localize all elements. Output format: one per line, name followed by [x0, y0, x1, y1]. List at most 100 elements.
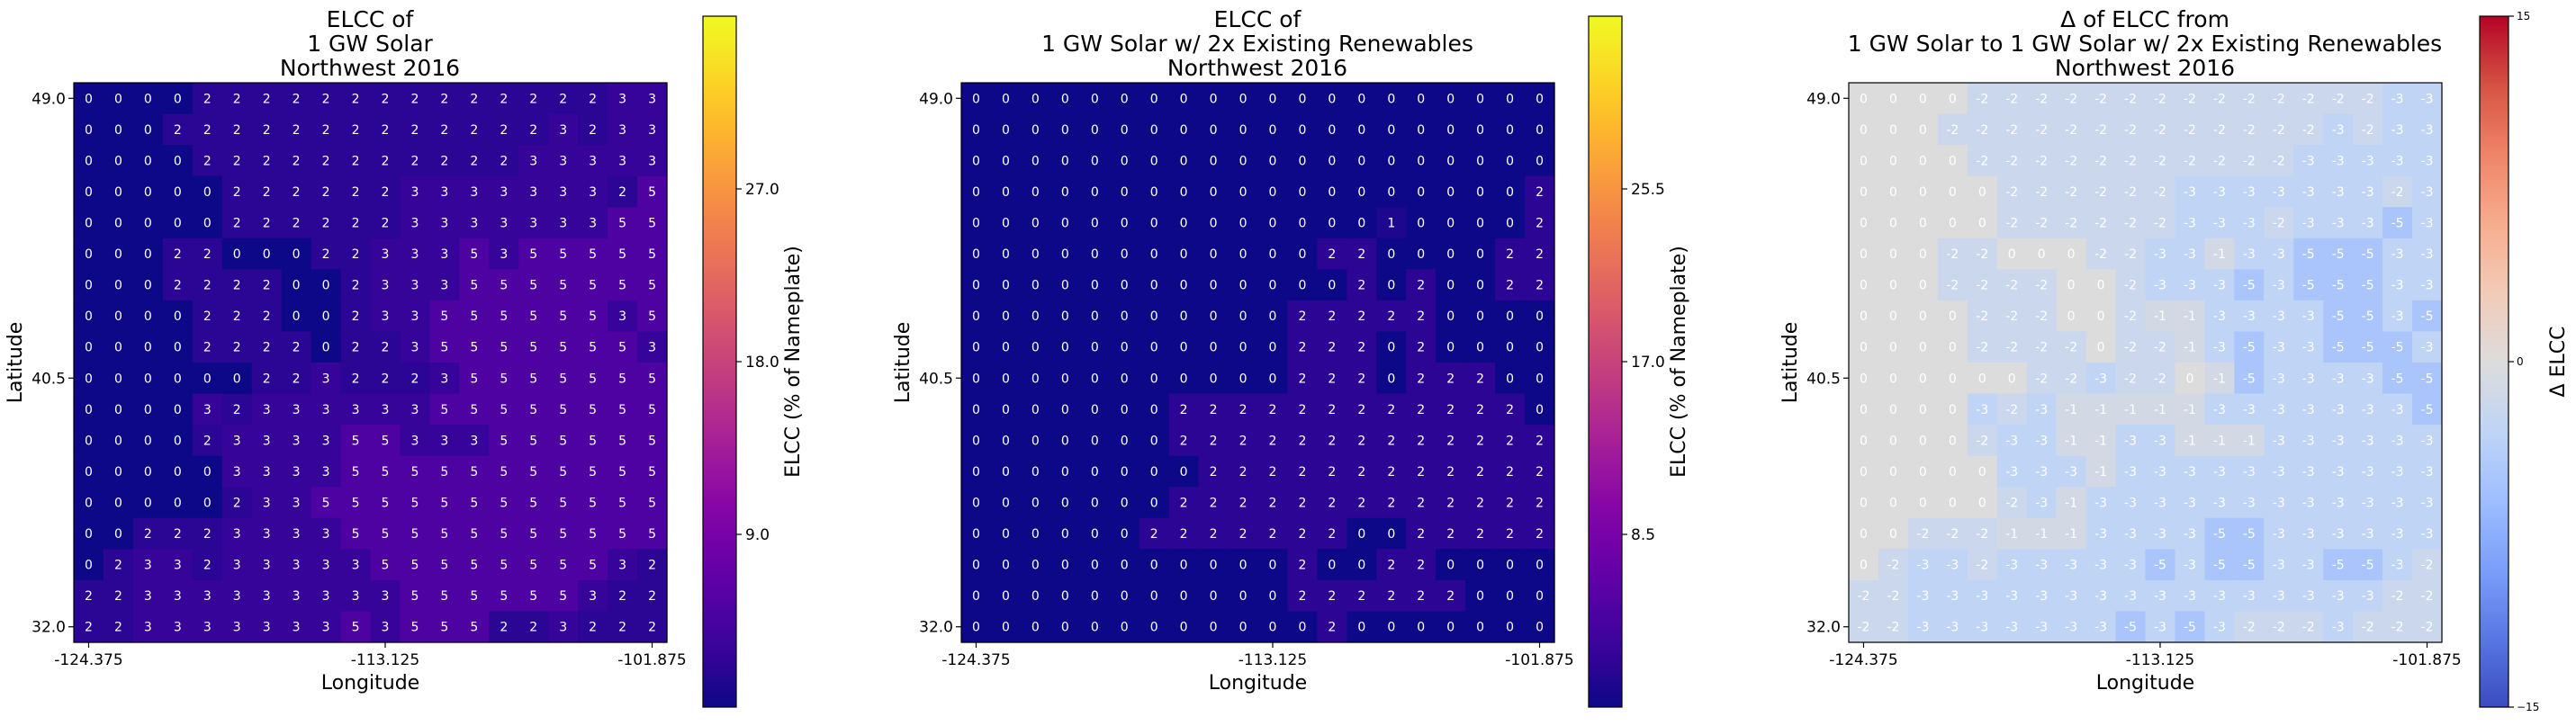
cell-value-label: 0 [1239, 123, 1247, 138]
cell-value-label: -3 [2005, 621, 2018, 635]
cell-value-label: 0 [1889, 217, 1897, 231]
cell-value-label: 2 [1357, 372, 1365, 386]
heatmap-cell [2412, 611, 2443, 643]
heatmap-cell [2145, 331, 2176, 363]
cell-value-label: 5 [500, 403, 508, 417]
heatmap-cell [1849, 331, 1879, 363]
cell-value-label: -3 [2273, 247, 2285, 262]
heatmap-cell [1878, 300, 1909, 333]
heatmap-cell [961, 393, 992, 426]
heatmap-cell [1436, 517, 1466, 550]
cell-value-label: 0 [1476, 279, 1484, 293]
cell-value-label: -5 [2184, 621, 2196, 635]
heatmap-cell [1228, 425, 1259, 457]
heatmap-cell [1967, 113, 1998, 146]
heatmap-cell [311, 579, 342, 613]
cell-value-label: -3 [2332, 372, 2345, 386]
heatmap-cell [1376, 269, 1407, 301]
cell-value-label: -3 [2005, 465, 2018, 480]
cell-value-label: 0 [1210, 589, 1218, 604]
cell-value-label: 2 [174, 527, 182, 542]
heatmap-cell [1168, 145, 1200, 177]
cell-value-label: -1 [2154, 309, 2166, 324]
cell-value-label: 3 [322, 527, 330, 542]
cell-value-label: 2 [263, 123, 271, 138]
heatmap-cell [961, 83, 992, 115]
heatmap-cell [459, 455, 490, 488]
heatmap-cell [1168, 331, 1200, 363]
heatmap-cell [251, 393, 283, 426]
cell-value-label: -3 [2421, 279, 2434, 293]
heatmap-cell [1878, 331, 1909, 363]
cell-value-label: 2 [1446, 589, 1455, 604]
cell-value-label: 0 [1150, 403, 1158, 417]
heatmap-cell [1406, 331, 1437, 363]
chart-title-line: 1 GW Solar [307, 31, 433, 57]
cell-value-label: 0 [1061, 279, 1069, 293]
cell-value-label: 5 [500, 341, 508, 355]
cell-value-label: 2 [233, 92, 241, 106]
cell-value-label: 2 [293, 123, 301, 138]
cell-value-label: 2 [618, 589, 626, 604]
cell-value-label: 2 [1357, 465, 1365, 480]
heatmap-cell [132, 113, 164, 146]
heatmap-cell [548, 113, 579, 146]
cell-value-label: 2 [1298, 434, 1306, 448]
heatmap-cell [1228, 363, 1259, 395]
heatmap-cell [2323, 145, 2354, 177]
heatmap-cell [2085, 238, 2117, 270]
cell-value-label: -3 [2005, 559, 2018, 573]
heatmap-cell [162, 113, 194, 146]
heatmap-cell [2412, 113, 2443, 146]
heatmap-cell [162, 549, 194, 581]
cell-value-label: 0 [1002, 92, 1010, 106]
cell-value-label: -3 [2124, 589, 2137, 604]
heatmap-cell [1198, 238, 1229, 270]
heatmap-cell [2145, 145, 2176, 177]
heatmap-cell [251, 238, 283, 270]
heatmap-cell [429, 145, 460, 177]
cell-value-label: -1 [2243, 434, 2256, 448]
heatmap-cell [1198, 393, 1229, 426]
heatmap-cell [1049, 549, 1081, 581]
cell-value-label: 3 [233, 621, 241, 635]
cell-value-label: -3 [2332, 403, 2345, 417]
cell-value-label: -2 [2005, 403, 2018, 417]
heatmap-cell [1020, 269, 1051, 301]
cell-value-label: -3 [2154, 621, 2166, 635]
heatmap-cell [370, 579, 401, 613]
heatmap-cell [103, 300, 134, 333]
cell-value-label: 0 [1919, 341, 1927, 355]
cell-value-label: -2 [2362, 123, 2374, 138]
cell-value-label: 0 [85, 372, 93, 386]
heatmap-cell [1406, 455, 1437, 488]
cell-value-label: 2 [1446, 372, 1455, 386]
heatmap-cell [608, 363, 638, 395]
heatmap-cell [1109, 611, 1140, 643]
cell-value-label: -2 [2154, 372, 2166, 386]
cell-value-label: -3 [1916, 621, 1929, 635]
cell-value-label: 0 [1180, 247, 1188, 262]
heatmap-cell [103, 549, 134, 581]
cell-value-label: 0 [1121, 341, 1129, 355]
heatmap-cell [74, 238, 104, 270]
cell-value-label: 0 [1919, 465, 1927, 480]
heatmap-cell [162, 331, 194, 363]
heatmap-cell [311, 611, 342, 643]
cell-value-label: 0 [144, 123, 152, 138]
y-tick-label: 40.5 [919, 370, 953, 388]
heatmap-cell [2204, 611, 2235, 643]
cell-value-label: 0 [1091, 621, 1099, 635]
cell-value-label: -2 [2124, 247, 2137, 262]
heatmap-cell [429, 517, 460, 550]
cell-value-label: 5 [589, 309, 597, 324]
heatmap-cell [192, 145, 223, 177]
heatmap-cell [2056, 425, 2087, 457]
heatmap-cell [608, 611, 638, 643]
heatmap-cell [2234, 175, 2265, 208]
cell-value-label: 2 [1357, 247, 1365, 262]
cell-value-label: -3 [2243, 309, 2256, 324]
heatmap-cell [281, 393, 312, 426]
cell-value-label: -2 [2124, 123, 2137, 138]
cell-value-label: 3 [440, 217, 448, 231]
